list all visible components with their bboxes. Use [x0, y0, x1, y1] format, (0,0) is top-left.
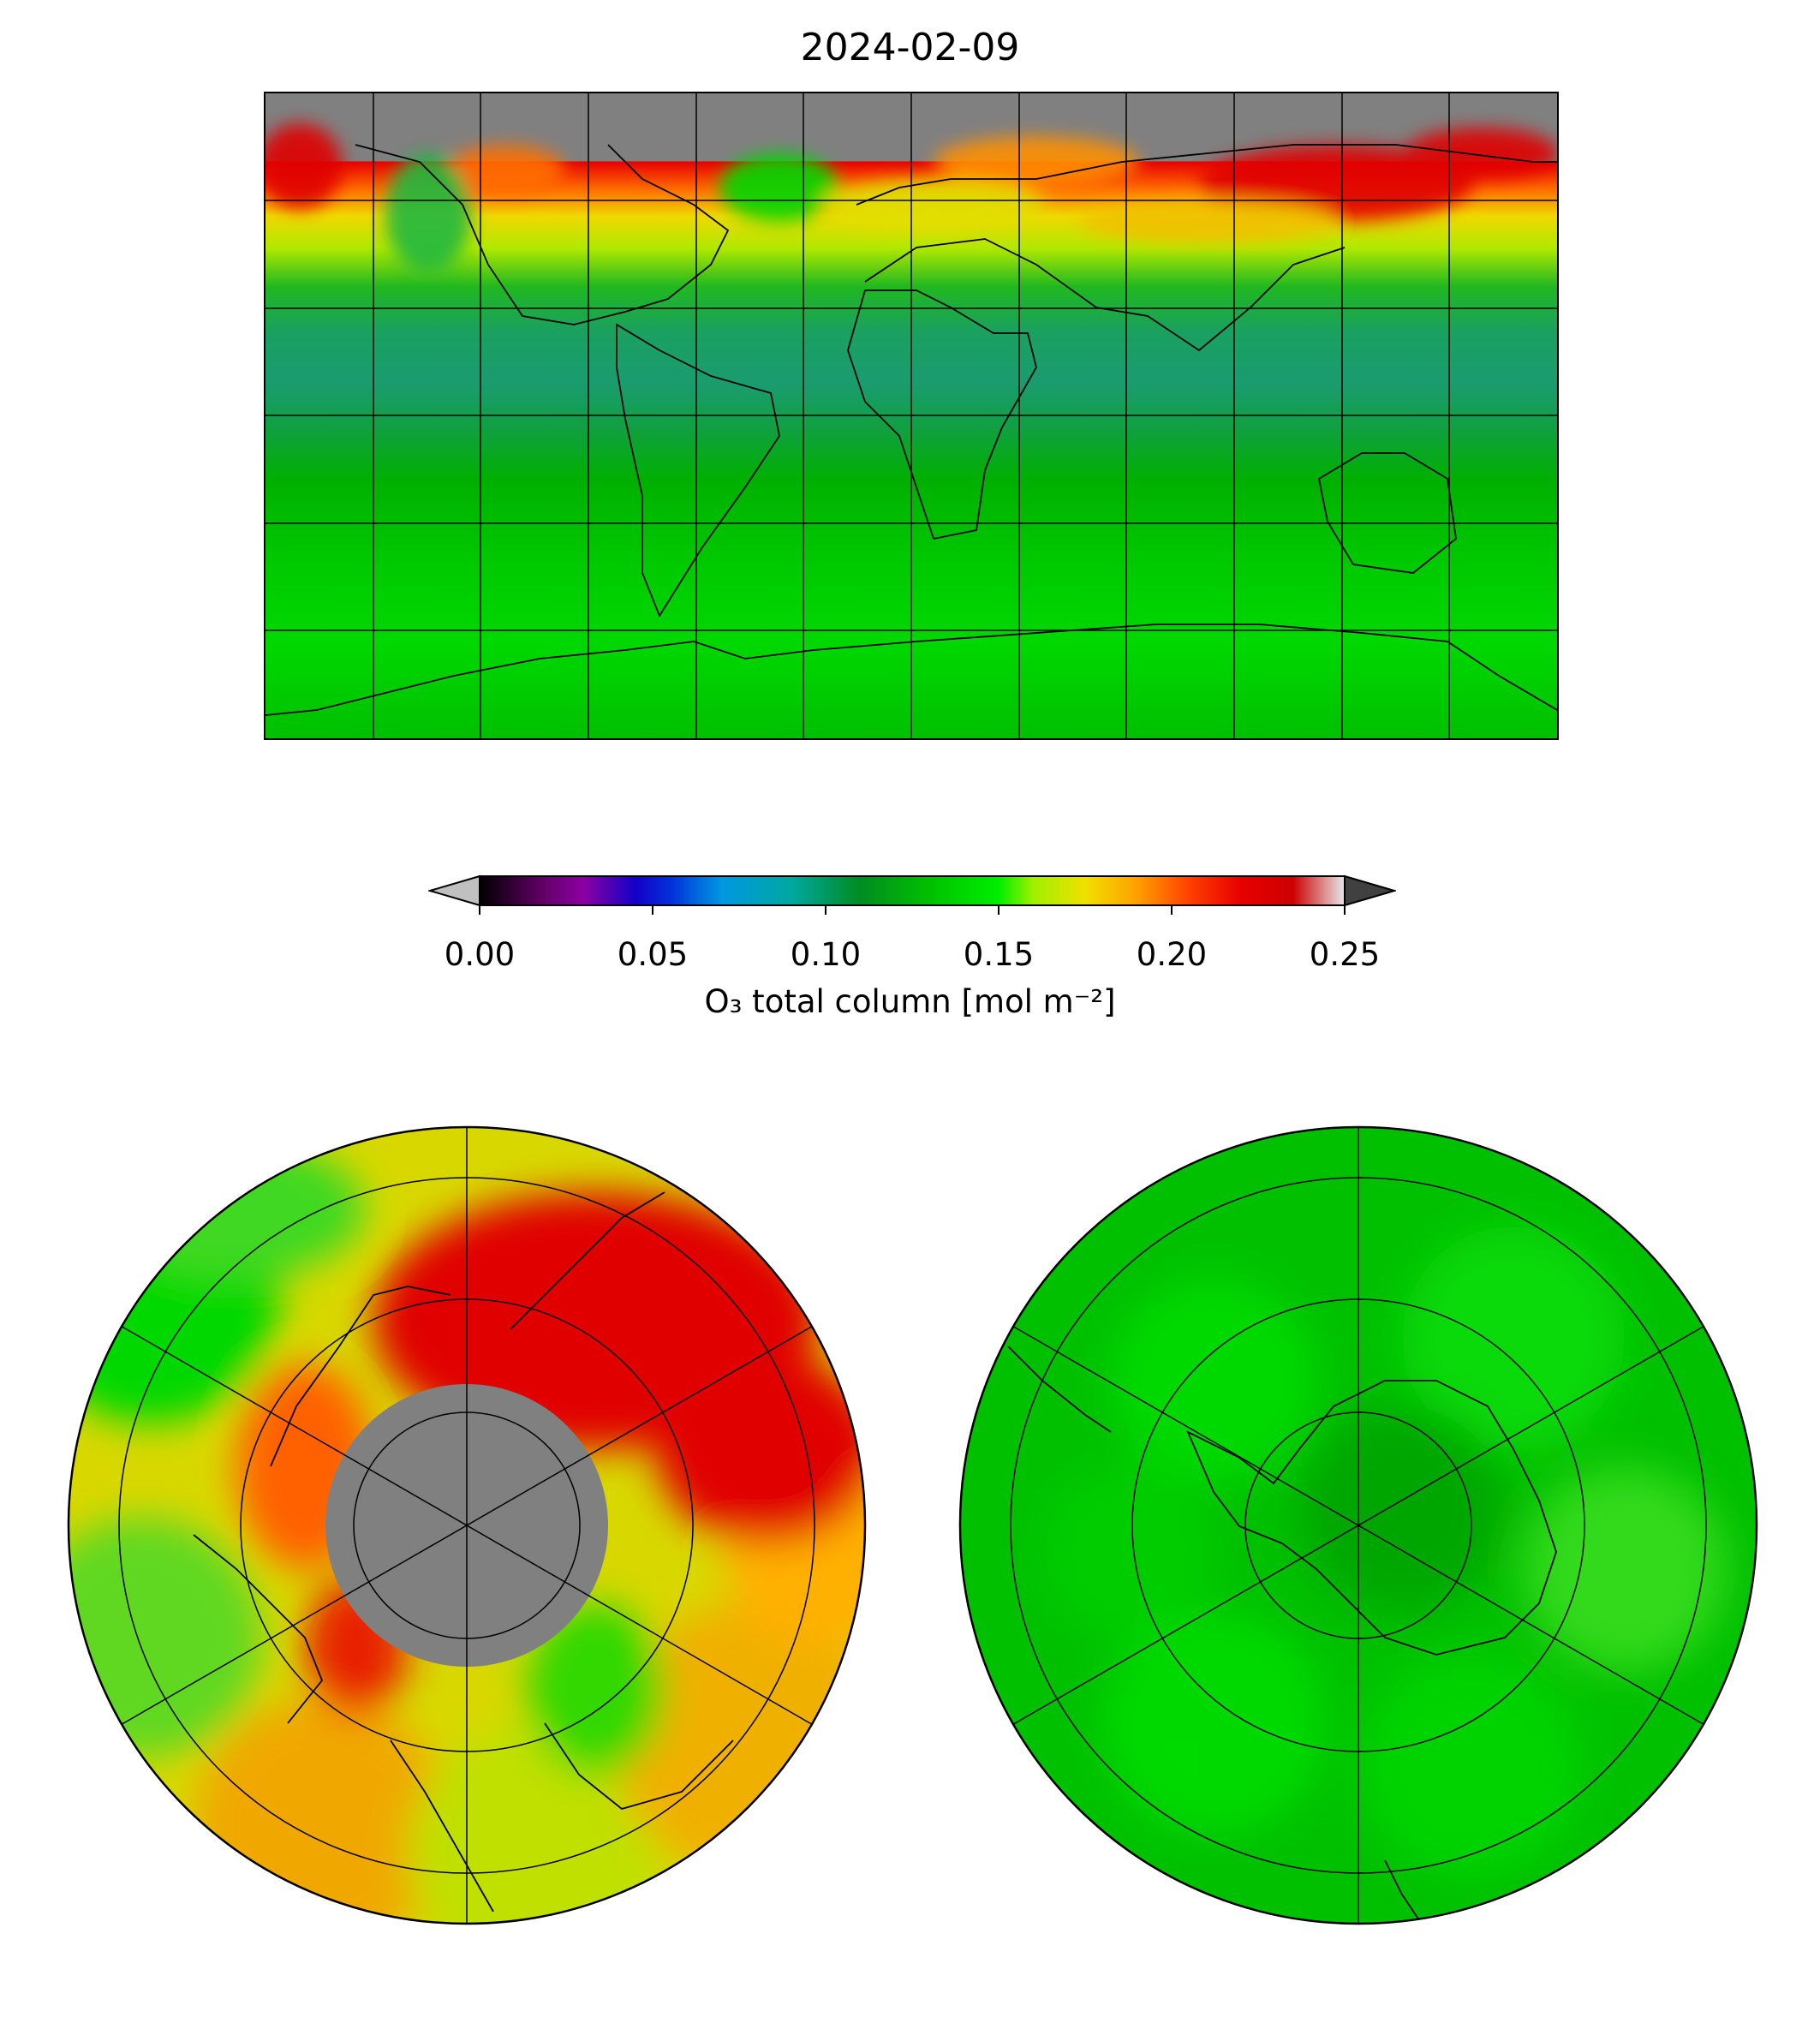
colorbar-over-extension — [1344, 874, 1396, 907]
colorbar-tick: 0.00 — [444, 936, 516, 973]
colorbar-tick: 0.05 — [617, 936, 689, 973]
global-map — [264, 92, 1559, 740]
south-polar-map — [958, 1125, 1758, 1925]
colorbar-tick: 0.15 — [963, 936, 1035, 973]
north-polar-map — [67, 1125, 867, 1925]
figure-title: 2024-02-09 — [800, 26, 1020, 69]
colorbar-tick: 0.25 — [1309, 936, 1381, 973]
colorbar-under-extension — [428, 874, 480, 907]
colorbar-gradient — [479, 875, 1346, 906]
colorbar-label: O₃ total column [mol m⁻²] — [704, 983, 1116, 1020]
colorbar-tick: 0.20 — [1136, 936, 1208, 973]
colorbar-tick: 0.10 — [790, 936, 862, 973]
colorbar — [428, 874, 1396, 915]
global-map-canvas — [266, 93, 1557, 738]
